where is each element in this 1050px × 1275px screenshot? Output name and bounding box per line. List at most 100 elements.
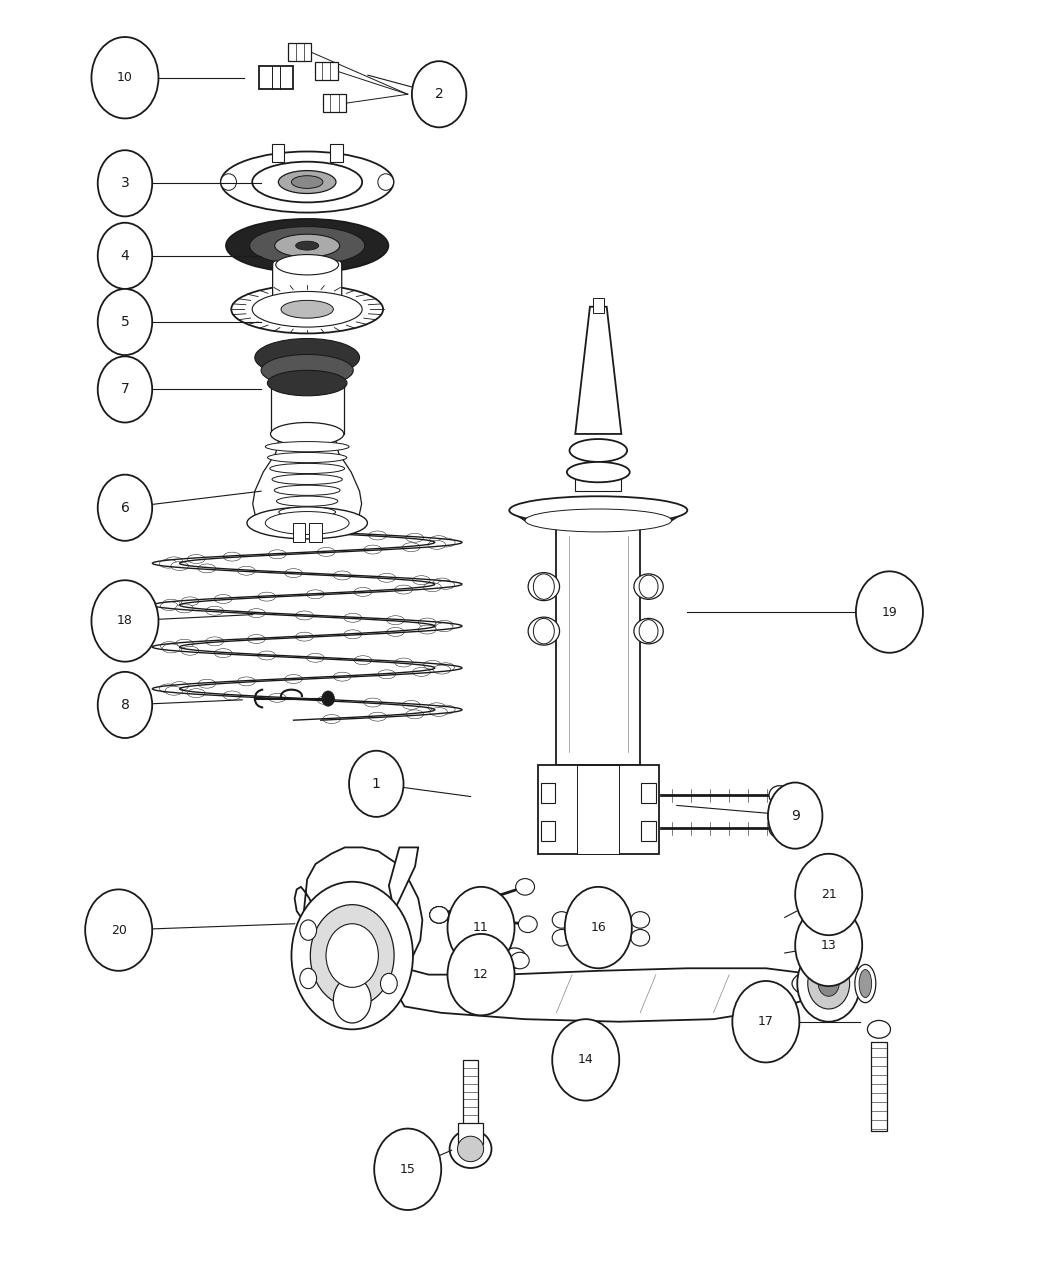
Circle shape [795,905,862,986]
FancyBboxPatch shape [642,821,656,842]
Circle shape [447,933,514,1015]
FancyBboxPatch shape [330,144,342,162]
FancyBboxPatch shape [323,94,345,112]
Text: 3: 3 [121,176,129,190]
Ellipse shape [867,1020,890,1038]
Text: 9: 9 [791,808,800,822]
Ellipse shape [369,530,386,539]
Circle shape [768,783,822,849]
Circle shape [91,580,159,662]
FancyBboxPatch shape [541,783,555,803]
Text: 5: 5 [121,315,129,329]
Ellipse shape [307,653,324,662]
Text: 13: 13 [821,938,837,952]
FancyBboxPatch shape [315,62,337,80]
Ellipse shape [248,635,266,644]
Text: 7: 7 [121,382,129,397]
Circle shape [333,977,371,1023]
FancyBboxPatch shape [458,1123,483,1144]
Polygon shape [253,434,361,523]
Circle shape [818,970,839,996]
Ellipse shape [175,639,193,648]
Ellipse shape [296,241,319,250]
Ellipse shape [402,700,420,709]
Polygon shape [870,1042,887,1131]
FancyBboxPatch shape [289,43,312,61]
Ellipse shape [269,550,287,558]
Ellipse shape [792,968,865,1000]
Ellipse shape [322,714,340,723]
Ellipse shape [528,572,560,601]
Ellipse shape [237,566,255,575]
Text: 21: 21 [821,887,837,901]
Ellipse shape [214,649,232,658]
Polygon shape [394,968,816,1021]
Polygon shape [538,765,659,854]
Ellipse shape [278,171,336,194]
Ellipse shape [433,578,450,586]
Ellipse shape [160,560,177,569]
Ellipse shape [631,929,650,946]
Polygon shape [556,520,640,765]
Ellipse shape [255,339,359,376]
Ellipse shape [438,705,455,714]
Ellipse shape [569,439,627,462]
Ellipse shape [859,969,872,997]
Ellipse shape [364,699,381,708]
Ellipse shape [271,422,343,445]
Text: 1: 1 [372,776,381,790]
Ellipse shape [413,576,430,585]
Ellipse shape [378,173,394,190]
Ellipse shape [270,463,344,473]
Circle shape [797,945,860,1021]
Ellipse shape [224,691,240,700]
FancyBboxPatch shape [259,66,293,89]
Text: 19: 19 [882,606,898,618]
Ellipse shape [231,286,383,334]
Circle shape [98,672,152,738]
Text: 18: 18 [117,615,133,627]
Ellipse shape [552,929,571,946]
Circle shape [639,575,658,598]
Circle shape [85,890,152,970]
Ellipse shape [161,602,179,611]
Ellipse shape [433,666,450,674]
Ellipse shape [175,604,193,613]
Ellipse shape [276,496,338,506]
Ellipse shape [429,536,447,544]
Ellipse shape [275,235,339,258]
Circle shape [300,968,317,988]
Ellipse shape [449,1130,491,1168]
Ellipse shape [437,663,455,672]
Circle shape [732,980,799,1062]
Circle shape [552,1019,620,1100]
FancyBboxPatch shape [293,523,306,542]
Ellipse shape [261,354,353,386]
Circle shape [412,61,466,128]
Ellipse shape [182,646,198,655]
Ellipse shape [248,608,266,617]
Ellipse shape [519,915,538,932]
Ellipse shape [250,227,364,265]
Ellipse shape [423,660,441,669]
Polygon shape [271,382,343,434]
Ellipse shape [220,173,236,190]
Ellipse shape [510,952,529,969]
Ellipse shape [268,453,346,463]
Ellipse shape [278,507,336,518]
Polygon shape [578,765,619,854]
Circle shape [533,574,554,599]
Polygon shape [575,472,622,491]
Ellipse shape [171,682,188,691]
Ellipse shape [198,680,215,688]
Circle shape [856,571,923,653]
Ellipse shape [285,674,302,683]
Circle shape [300,921,317,940]
Circle shape [807,958,849,1009]
Ellipse shape [525,509,672,532]
Ellipse shape [516,878,534,895]
Ellipse shape [247,507,368,539]
Circle shape [98,474,152,541]
Ellipse shape [429,907,448,923]
Ellipse shape [423,583,441,592]
